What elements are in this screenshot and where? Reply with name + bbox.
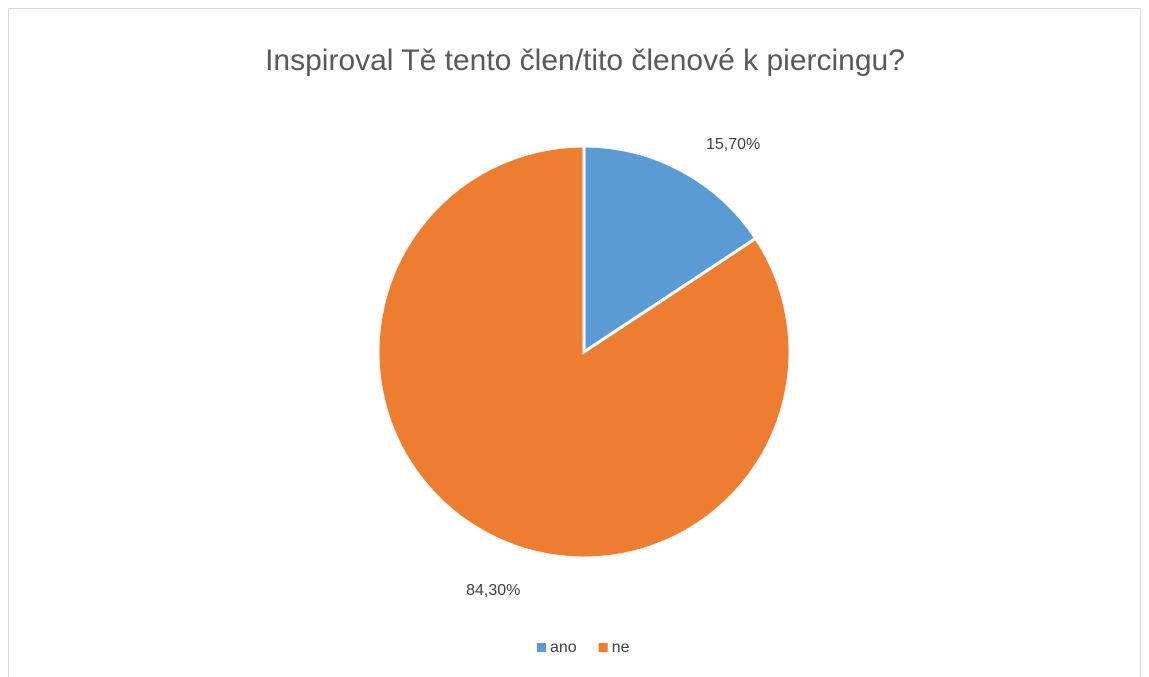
legend-swatch xyxy=(537,643,546,652)
pie-slice xyxy=(376,144,792,560)
data-label: 84,30% xyxy=(466,582,520,599)
data-label: 15,70% xyxy=(706,136,760,153)
legend-label: ne xyxy=(612,639,630,656)
chart-title: Inspiroval Tě tento člen/tito členové k … xyxy=(265,44,905,77)
legend-label: ano xyxy=(550,639,577,656)
pie-slice xyxy=(582,144,758,355)
legend-swatch xyxy=(598,643,608,652)
